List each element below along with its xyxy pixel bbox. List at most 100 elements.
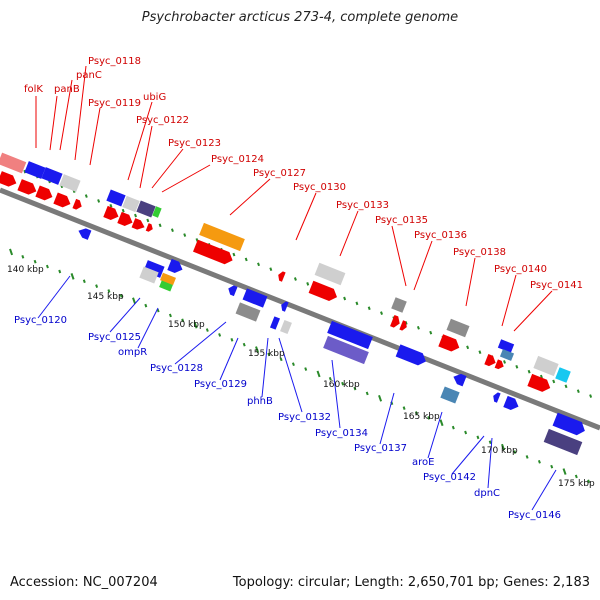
label-leader — [501, 274, 517, 327]
tick-mark — [291, 362, 295, 367]
gene-feature — [159, 280, 173, 292]
tick-mark — [537, 459, 541, 464]
label-leader — [513, 290, 553, 332]
gene-box — [543, 428, 583, 456]
tick-mark — [255, 346, 260, 353]
label-leader — [487, 437, 493, 489]
gene-feature — [493, 392, 501, 403]
tick-mark — [269, 267, 273, 272]
gene-feature — [543, 428, 583, 456]
gene-feature — [235, 302, 261, 322]
gene-box — [499, 349, 515, 361]
gene-arrow — [390, 314, 400, 328]
tick-mark — [279, 357, 283, 362]
ruler-labels: 140 kbp 145 kbp 150 kbp 155 kbp 160 kbp 165 k… — [7, 265, 595, 489]
gene-feature — [438, 334, 460, 352]
gene-arrow — [228, 285, 238, 297]
gene-feature — [122, 195, 140, 213]
gene-box — [136, 200, 156, 218]
gene-arrow — [53, 192, 71, 208]
gene-box — [235, 302, 261, 322]
gene-label: Psyc_0119 — [88, 98, 141, 109]
tick-mark — [576, 389, 580, 394]
tick-mark — [158, 223, 162, 228]
tick-mark — [515, 364, 519, 369]
gene-label: Psyc_0141 — [530, 280, 583, 291]
gene-feature — [314, 262, 346, 286]
gene-arrow — [131, 218, 145, 230]
gene-label: Psyc_0130 — [293, 182, 346, 193]
gene-label: Psyc_0124 — [211, 154, 264, 165]
gene-arrow — [167, 258, 183, 273]
label-leader-lines — [35, 65, 557, 511]
label-leader — [127, 101, 153, 181]
gene-feature — [242, 288, 268, 308]
gene-label: Psyc_0123 — [168, 138, 221, 149]
gene-feature — [484, 354, 496, 367]
label-leader — [59, 79, 73, 151]
label-leader — [89, 107, 101, 166]
gene-feature — [499, 349, 515, 361]
label-leader — [37, 275, 71, 319]
gene-label: Psyc_0125 — [88, 332, 141, 343]
tick-mark — [402, 406, 406, 410]
gene-arrow — [0, 171, 17, 187]
tick-mark — [9, 248, 14, 256]
ruler-label: 170 kbp — [481, 446, 518, 456]
gene-arrow — [193, 239, 233, 265]
tick-mark — [70, 273, 75, 280]
label-leader — [295, 192, 317, 241]
tick-mark — [478, 350, 482, 355]
gene-feature — [131, 218, 145, 230]
label-leader — [451, 435, 485, 475]
ruler-label: 165 kbp — [403, 412, 440, 422]
tick-mark — [244, 257, 248, 262]
tick-mark — [33, 259, 37, 264]
gene-box — [139, 266, 159, 284]
gene-feature — [390, 314, 400, 328]
gene-box — [533, 355, 559, 377]
genome-backbone — [0, 187, 600, 431]
gene-feature — [228, 285, 238, 297]
tick-mark — [170, 228, 174, 233]
tick-mark — [367, 306, 371, 311]
tick-mark — [293, 277, 297, 281]
gene-box — [446, 318, 470, 338]
tick-mark — [476, 435, 480, 440]
tick-mark — [589, 394, 593, 398]
gene-feature — [160, 272, 176, 286]
tick-mark — [343, 296, 347, 301]
tick-mark — [109, 203, 113, 208]
gene-label: phhB — [247, 396, 273, 407]
tick-mark — [134, 213, 137, 218]
gene-box — [327, 320, 373, 350]
gene-arrow — [103, 205, 119, 220]
gene-label: Psyc_0133 — [336, 200, 389, 211]
gene-feature — [143, 260, 165, 278]
ruler-label: 155 kbp — [248, 349, 285, 359]
gene-box — [199, 222, 245, 252]
minor-ticks — [9, 164, 593, 484]
gene-box — [41, 167, 63, 185]
tick-mark — [267, 352, 271, 357]
gene-box — [106, 189, 126, 207]
label-leader — [49, 95, 58, 151]
gene-box — [160, 272, 176, 286]
gene-arrow — [552, 412, 585, 436]
gene-label: Psyc_0140 — [494, 264, 547, 275]
gene-feature — [440, 386, 460, 404]
gene-label: Psyc_0142 — [423, 472, 476, 483]
tick-mark — [193, 321, 198, 329]
tick-mark — [97, 199, 101, 203]
label-leader — [413, 240, 433, 291]
label-leader — [465, 257, 476, 307]
gene-feature — [446, 318, 470, 338]
label-leader — [229, 178, 271, 216]
gene-feature — [152, 206, 162, 218]
gene-feature — [308, 280, 338, 301]
gene-label: Psyc_0146 — [508, 510, 561, 521]
tick-mark — [550, 464, 554, 469]
tick-mark — [503, 360, 506, 364]
label-leader — [139, 125, 153, 189]
